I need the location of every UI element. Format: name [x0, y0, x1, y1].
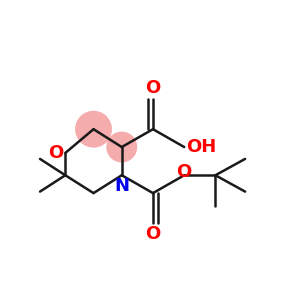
Text: N: N	[114, 177, 129, 195]
Text: O: O	[177, 163, 192, 181]
Circle shape	[106, 132, 137, 163]
Text: O: O	[48, 144, 63, 162]
Circle shape	[75, 111, 112, 148]
Text: O: O	[145, 225, 160, 243]
Text: OH: OH	[187, 138, 217, 156]
Text: O: O	[145, 79, 160, 97]
